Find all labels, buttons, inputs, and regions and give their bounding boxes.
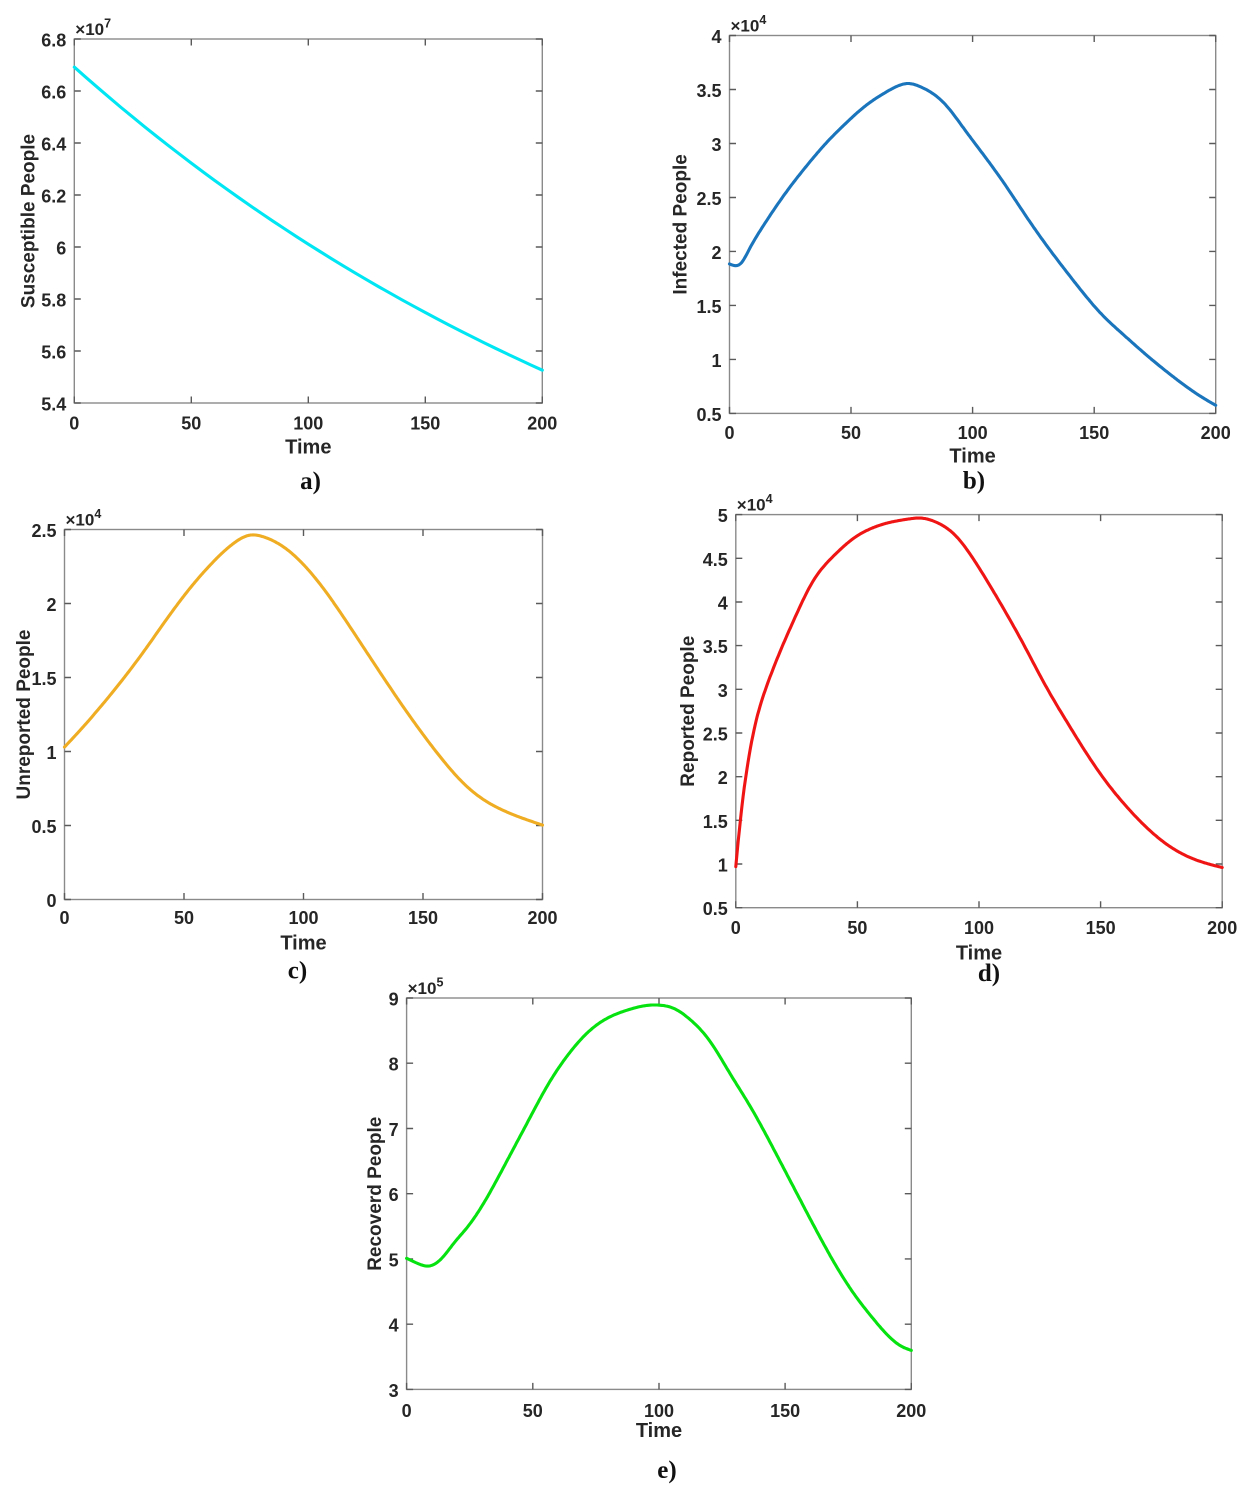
- svg-text:50: 50: [523, 1401, 543, 1421]
- svg-text:200: 200: [1201, 423, 1231, 443]
- svg-text:150: 150: [770, 1401, 800, 1421]
- svg-text:b): b): [963, 468, 985, 495]
- svg-text:0: 0: [724, 423, 734, 443]
- svg-text:0.5: 0.5: [31, 817, 56, 837]
- svg-text:×104: ×104: [731, 13, 767, 36]
- svg-text:3.5: 3.5: [703, 637, 728, 657]
- svg-text:4: 4: [389, 1316, 399, 1336]
- svg-text:1.5: 1.5: [31, 669, 56, 689]
- svg-text:1.5: 1.5: [696, 297, 721, 317]
- svg-text:3: 3: [389, 1381, 399, 1401]
- svg-text:2: 2: [718, 768, 728, 788]
- svg-text:7: 7: [389, 1120, 399, 1140]
- svg-text:0: 0: [69, 414, 79, 434]
- svg-text:d): d): [978, 960, 1000, 987]
- svg-text:6.4: 6.4: [41, 135, 66, 155]
- svg-text:2.5: 2.5: [703, 725, 728, 745]
- svg-text:Susceptible People: Susceptible People: [19, 134, 40, 308]
- svg-text:4: 4: [711, 27, 721, 47]
- svg-text:5.4: 5.4: [41, 395, 66, 415]
- svg-text:c): c): [288, 958, 307, 985]
- svg-text:150: 150: [1086, 918, 1116, 938]
- svg-text:50: 50: [847, 918, 867, 938]
- svg-text:5.6: 5.6: [41, 343, 66, 363]
- svg-text:2: 2: [711, 243, 721, 263]
- svg-text:150: 150: [410, 414, 440, 434]
- svg-text:5.8: 5.8: [41, 291, 66, 311]
- svg-text:×104: ×104: [737, 492, 773, 514]
- svg-text:Time: Time: [956, 943, 1002, 965]
- svg-text:2.5: 2.5: [696, 189, 721, 209]
- svg-text:Infected People: Infected People: [671, 154, 692, 294]
- svg-text:1: 1: [718, 856, 728, 876]
- svg-text:8: 8: [389, 1055, 399, 1075]
- svg-text:50: 50: [181, 414, 201, 434]
- svg-text:Time: Time: [949, 446, 995, 468]
- svg-text:100: 100: [293, 414, 323, 434]
- svg-text:2.5: 2.5: [31, 521, 56, 541]
- svg-text:200: 200: [1207, 918, 1237, 938]
- svg-text:9: 9: [389, 990, 399, 1010]
- svg-text:200: 200: [527, 414, 557, 434]
- svg-text:50: 50: [174, 908, 194, 928]
- svg-text:5: 5: [718, 506, 728, 526]
- svg-text:1: 1: [711, 351, 721, 371]
- svg-text:100: 100: [288, 908, 318, 928]
- svg-text:3: 3: [711, 135, 721, 155]
- svg-text:0: 0: [59, 908, 69, 928]
- svg-text:Unreported People: Unreported People: [14, 630, 35, 800]
- svg-text:150: 150: [408, 908, 438, 928]
- svg-text:50: 50: [841, 423, 861, 443]
- svg-text:×105: ×105: [408, 976, 444, 999]
- svg-text:0.5: 0.5: [703, 899, 728, 919]
- svg-text:100: 100: [964, 918, 994, 938]
- svg-text:6.8: 6.8: [41, 31, 66, 51]
- svg-text:×107: ×107: [75, 17, 111, 40]
- svg-text:3: 3: [718, 681, 728, 701]
- svg-text:0.5: 0.5: [696, 405, 721, 425]
- svg-text:0: 0: [402, 1401, 412, 1421]
- svg-text:3.5: 3.5: [696, 81, 721, 101]
- svg-text:a): a): [300, 468, 321, 495]
- svg-text:6.2: 6.2: [41, 187, 66, 207]
- svg-text:4.5: 4.5: [703, 550, 728, 570]
- svg-text:6: 6: [389, 1185, 399, 1205]
- svg-text:6.6: 6.6: [41, 83, 66, 103]
- svg-text:×104: ×104: [66, 507, 102, 530]
- svg-text:e): e): [657, 1457, 676, 1484]
- svg-text:150: 150: [1079, 423, 1109, 443]
- svg-text:200: 200: [896, 1401, 926, 1421]
- svg-text:0: 0: [46, 891, 56, 911]
- svg-text:200: 200: [527, 908, 557, 928]
- svg-text:Recoverd People: Recoverd People: [365, 1117, 386, 1271]
- svg-text:100: 100: [644, 1401, 674, 1421]
- svg-text:4: 4: [718, 594, 728, 614]
- svg-text:100: 100: [958, 423, 988, 443]
- svg-text:0: 0: [731, 918, 741, 938]
- svg-text:1.5: 1.5: [703, 812, 728, 832]
- svg-text:2: 2: [46, 595, 56, 615]
- svg-text:1: 1: [46, 743, 56, 763]
- svg-text:5: 5: [389, 1250, 399, 1270]
- svg-text:Reported People: Reported People: [678, 636, 699, 787]
- svg-text:Time: Time: [280, 933, 326, 955]
- svg-text:Time: Time: [636, 1420, 682, 1442]
- svg-text:Time: Time: [285, 437, 331, 459]
- svg-text:6: 6: [56, 239, 66, 259]
